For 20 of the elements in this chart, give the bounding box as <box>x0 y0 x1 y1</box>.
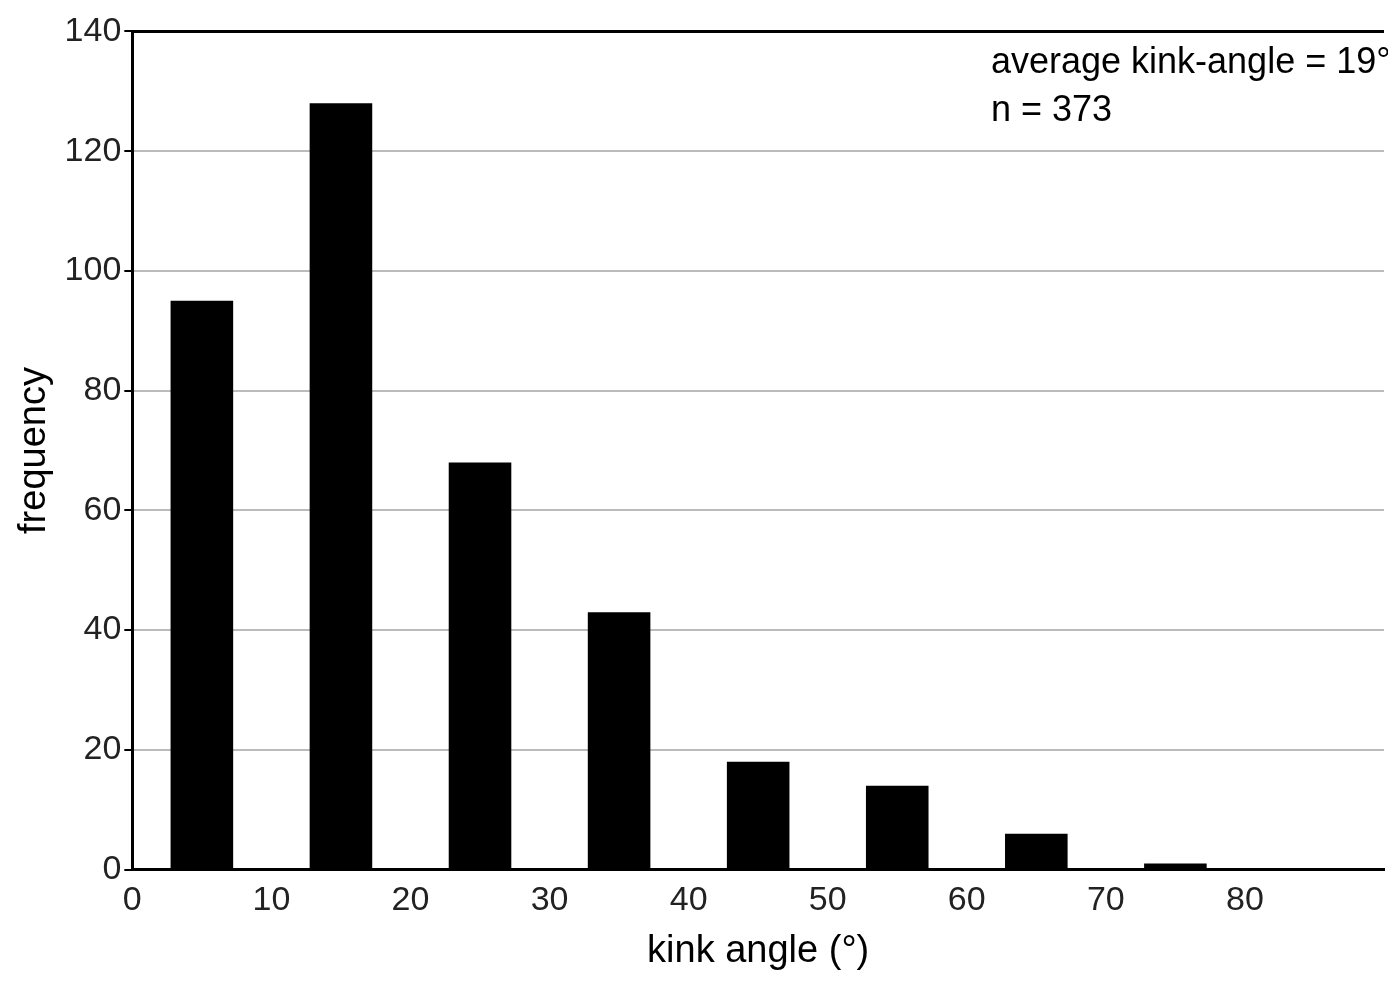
x-tick-label: 60 <box>947 879 986 918</box>
x-tick-label: 10 <box>252 879 291 918</box>
y-tick-label: 120 <box>64 129 122 168</box>
y-tick-label: 140 <box>64 9 122 48</box>
x-tick-label: 30 <box>530 879 569 918</box>
x-tick-label: 70 <box>1086 879 1125 918</box>
y-tick-label: 80 <box>83 369 122 407</box>
x-axis-title: kink angle (°) <box>647 927 870 970</box>
annotation: n = 373 <box>990 88 1113 130</box>
annotation: average kink-angle = 19° <box>990 40 1391 82</box>
y-tick-label: 20 <box>83 728 122 767</box>
y-tick-label: 100 <box>64 249 122 288</box>
x-tick-label: 20 <box>391 879 430 918</box>
x-tick-label: 80 <box>1226 879 1264 918</box>
y-tick-label: 40 <box>83 608 122 647</box>
y-tick-label: 0 <box>102 847 122 886</box>
x-tick-label: 40 <box>669 879 708 918</box>
x-tick-label: 50 <box>808 879 847 918</box>
y-tick-label: 60 <box>83 488 122 527</box>
y-axis-title: frequency <box>11 367 54 534</box>
